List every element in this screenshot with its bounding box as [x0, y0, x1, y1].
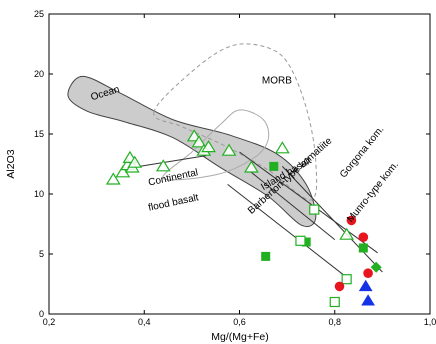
- point-3-3: [334, 281, 345, 292]
- point-5-0: [370, 261, 382, 273]
- x-axis-title: Mg/(Mg+Fe): [211, 331, 268, 343]
- y-tick-label-5: 25: [34, 9, 44, 19]
- point-0-8: [191, 135, 207, 148]
- y-tick-label-1: 5: [39, 249, 44, 259]
- x-tick-label-4: 1,0: [424, 317, 436, 327]
- point-2-0: [295, 235, 306, 246]
- point-0-0: [105, 172, 121, 185]
- region-0: [67, 75, 317, 228]
- annotation-0: MORB: [262, 76, 292, 87]
- x-tick-label-0: 0,2: [43, 317, 56, 327]
- point-4-1: [361, 294, 375, 306]
- point-1-2: [301, 237, 311, 247]
- ticks-layer: 0,2 0,4 0,6 0,8 1,0 0 5 10 15 20 25: [34, 9, 436, 327]
- point-0-11: [221, 143, 237, 156]
- x-tick-label-2: 0,6: [233, 317, 246, 327]
- x-tick-label-3: 0,8: [328, 317, 341, 327]
- point-3-2: [363, 268, 373, 279]
- point-0-12: [244, 160, 259, 173]
- trend-line-4: [139, 155, 207, 167]
- y-tick-label-0: 0: [39, 309, 44, 319]
- region-1: [153, 43, 318, 201]
- point-0-10: [201, 139, 216, 153]
- point-0-5: [127, 155, 143, 168]
- x-tick-label-1: 0,4: [138, 317, 151, 327]
- point-2-1: [309, 204, 320, 215]
- point-2-2: [341, 274, 352, 285]
- y-tick-label-2: 10: [34, 189, 44, 199]
- trend-line-0: [239, 151, 378, 254]
- point-1-1: [269, 161, 279, 171]
- y-tick-label-3: 15: [34, 129, 44, 139]
- point-0-14: [339, 227, 355, 240]
- point-4-0: [358, 279, 373, 292]
- points-layer: [105, 129, 382, 308]
- trend-line-2: [251, 172, 336, 240]
- point-1-3: [358, 243, 368, 253]
- annotation-2: Continental: [147, 167, 199, 188]
- annotation-3: flood basalt: [147, 192, 200, 213]
- point-2-3: [329, 296, 340, 308]
- trend-lines-layer: [139, 151, 383, 280]
- trend-line-3: [227, 184, 350, 280]
- point-0-6: [155, 159, 171, 172]
- point-3-0: [346, 215, 357, 226]
- y-axis-title: Al2O3: [5, 149, 17, 178]
- point-3-1: [358, 232, 369, 242]
- annotation-6: Gorgona kom.: [338, 124, 386, 180]
- point-1-0: [261, 251, 271, 261]
- trend-line-1: [281, 166, 383, 273]
- point-0-13: [274, 141, 290, 154]
- y-tick-label-4: 20: [34, 69, 44, 79]
